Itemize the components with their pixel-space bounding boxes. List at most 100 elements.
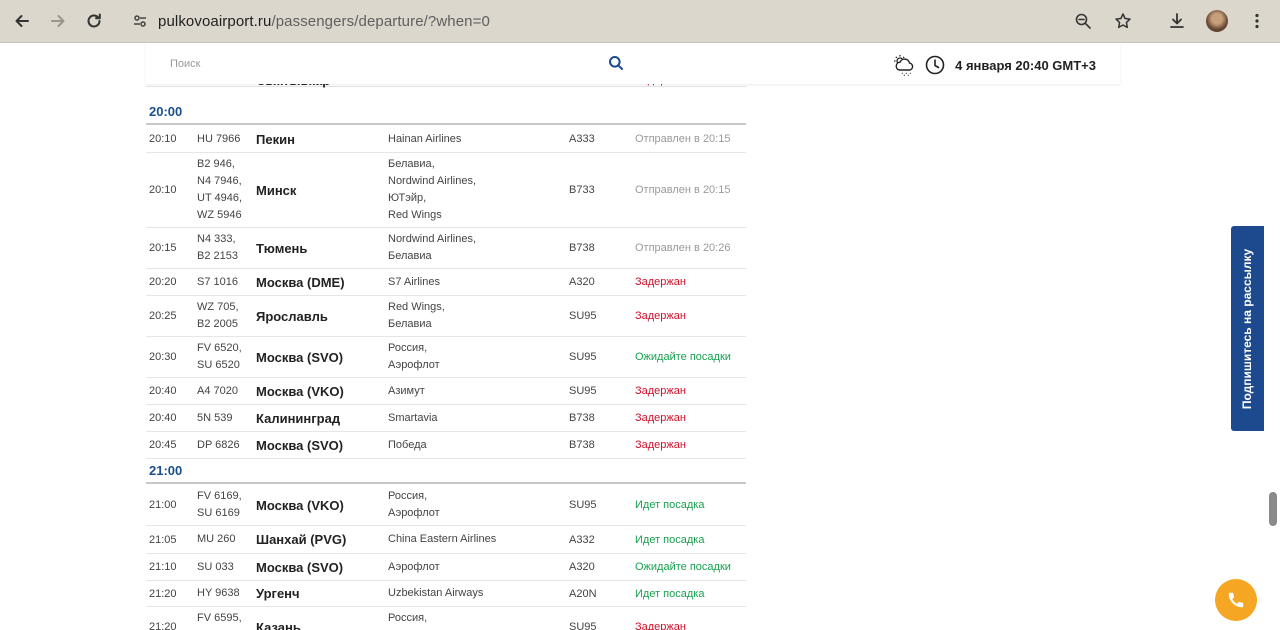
table-row[interactable]: 20:25 WZ 705, B2 2005 Ярославль Red Wings, Бе… — [146, 296, 746, 337]
flight-number: S7 1016 — [197, 275, 238, 288]
airline-list: Hainan Airlines — [388, 131, 461, 148]
flight-status: Задержан — [635, 310, 686, 322]
airline-name: Аэрофлот — [388, 359, 440, 371]
flight-number: MU 260 — [197, 533, 236, 545]
flight-numbers: WZ 705, B2 2005 — [197, 299, 239, 333]
reload-button[interactable] — [76, 3, 112, 39]
bookmark-button[interactable] — [1108, 6, 1138, 36]
download-icon — [1170, 13, 1184, 28]
url-host: pulkovoairport.ru — [158, 12, 272, 30]
flight-number: N4 7946, — [197, 175, 242, 187]
flight-number: FV 6169, — [197, 490, 242, 502]
reload-icon — [87, 13, 101, 28]
airline-name: Белавиа, — [388, 158, 435, 170]
subscribe-tab[interactable]: Подпишитесь на рассылку — [1231, 226, 1264, 431]
table-row[interactable]: 20:40 A4 7020 Москва (VKO) Азимут SU95 Задерж… — [146, 378, 746, 405]
destination-city: Москва (VKO) — [256, 383, 344, 399]
flight-status: Задержан — [635, 439, 686, 451]
table-row[interactable]: 20:40 5N 539 Калининград Smartavia B738 Задер… — [146, 405, 746, 432]
scrollbar-thumb[interactable] — [1269, 492, 1277, 526]
airline-list: China Eastern Airlines — [388, 531, 496, 548]
flight-number: B2 2005 — [197, 318, 238, 330]
flight-number: HU 7966 — [197, 132, 241, 145]
search-input[interactable] — [170, 58, 590, 70]
tune-icon[interactable] — [132, 13, 148, 29]
aircraft-type: SU95 — [569, 385, 597, 397]
flight-numbers: SU 033 — [197, 559, 234, 576]
flight-number: SU 6520 — [197, 359, 240, 371]
departure-time: 20:10 — [149, 184, 177, 196]
flight-status: Задержан — [635, 621, 686, 630]
back-button[interactable] — [4, 3, 40, 39]
hour-header: 21:00 — [146, 458, 746, 484]
flight-number: SU 033 — [197, 560, 234, 573]
table-row[interactable]: 21:05 MU 260 Шанхай (PVG) China Eastern Air… — [146, 526, 746, 554]
aircraft-type: B738 — [569, 412, 595, 424]
kebab-menu-icon — [1255, 13, 1259, 29]
call-button[interactable] — [1215, 579, 1257, 621]
search-button[interactable] — [608, 55, 626, 73]
destination-city: Минск — [256, 182, 297, 198]
table-row[interactable]: 21:20 HY 9638 Ургенч Uzbekistan Airways A20N… — [146, 581, 746, 607]
phone-icon — [1228, 592, 1244, 608]
airline-list: Азимут — [388, 383, 425, 400]
airline-list: Россия,Аэрофлот — [388, 610, 440, 630]
destination-city: Москва (SVO) — [256, 437, 344, 453]
table-row[interactable]: 20:20 S7 1016 Москва (DME) S7 Airlines A320 З… — [146, 269, 746, 296]
zoom-button[interactable] — [1068, 6, 1098, 36]
search-icon — [609, 56, 623, 70]
flight-number: DP 6826 — [197, 438, 240, 451]
aircraft-type: SU95 — [569, 310, 597, 322]
departure-time: 20:25 — [149, 310, 177, 322]
aircraft-type: SU95 — [569, 499, 597, 511]
airline-name: S7 Airlines — [388, 275, 440, 288]
flight-numbers: FV 6169, SU 6169 — [197, 488, 242, 522]
airline-name: Nordwind Airlines, — [388, 175, 477, 187]
table-row[interactable]: 21:10 SU 033 Москва (SVO) Аэрофлот A320 Ожида… — [146, 554, 746, 581]
aircraft-type: SU95 — [569, 621, 597, 630]
star-icon — [1115, 13, 1131, 29]
airline-name: Uzbekistan Airways — [388, 587, 484, 599]
destination-city: Калининград — [256, 410, 341, 426]
airline-name: Россия, — [388, 342, 428, 354]
table-row[interactable]: 20:30 FV 6520, SU 6520 Москва (SVO) Россия, А… — [146, 337, 746, 378]
aircraft-type: A320 — [569, 276, 595, 288]
table-row[interactable]: 20:10 B2 946, N4 7946, UT 4946, WZ 5946 Минск… — [146, 153, 746, 228]
flight-numbers: N4 333, B2 2153 — [197, 231, 238, 265]
aircraft-type: A20N — [569, 587, 597, 600]
airline-name: China Eastern Airlines — [388, 533, 497, 545]
table-row[interactable]: 20:15 N4 333, B2 2153 Тюмень Nordwind Airlin… — [146, 228, 746, 269]
airline-list: Red Wings, Белавиа — [388, 299, 445, 333]
table-row[interactable]: 20:45 DP 6826 Москва (SVO) Победа B738 Задерж… — [146, 432, 746, 459]
download-button[interactable] — [1162, 6, 1192, 36]
departure-time: 20:15 — [149, 242, 177, 254]
flight-numbers: A4 7020 — [197, 383, 238, 400]
destination-city: Ургенч — [256, 586, 300, 601]
airline-name: Red Wings, — [388, 301, 445, 313]
forward-button[interactable] — [40, 3, 76, 39]
airline-list: Uzbekistan Airways — [388, 585, 483, 602]
url-text[interactable]: pulkovoairport.ru/passengers/departure/?… — [158, 13, 490, 30]
flight-status: Задержан — [635, 385, 686, 397]
flight-number: B2 2153 — [197, 250, 238, 262]
aircraft-type: A332 — [569, 533, 595, 546]
current-datetime: 4 января 20:40 GMT+3 — [955, 57, 1096, 73]
table-row[interactable]: 20:10 HU 7966 Пекин Hainan Airlines A333 Отпр… — [146, 126, 746, 153]
scrollbar[interactable] — [1266, 44, 1280, 630]
table-row[interactable]: 21:00 FV 6169, SU 6169 Москва (VKO) Россия, А… — [146, 485, 746, 526]
profile-button[interactable] — [1202, 6, 1232, 36]
flight-numbers: DP 6826 — [197, 437, 240, 454]
flight-number: B2 946, — [197, 158, 235, 170]
aircraft-type: B738 — [569, 439, 595, 451]
table-row[interactable]: 21:20 FV 6595,SU 6595 Казань Россия,Аэрофло… — [146, 607, 746, 630]
browser-menu-button[interactable] — [1242, 6, 1272, 36]
departure-time: 21:20 — [149, 587, 177, 600]
departure-time: 20:40 — [149, 385, 177, 397]
aircraft-type: B733 — [569, 184, 595, 196]
address-bar[interactable]: pulkovoairport.ru/passengers/departure/?… — [132, 5, 1068, 37]
flight-status: Ожидайте посадки — [635, 561, 731, 573]
airline-name: Nordwind Airlines, — [388, 233, 477, 245]
airline-name: Победа — [388, 438, 427, 451]
browser-toolbar: pulkovoairport.ru/passengers/departure/?… — [0, 0, 1280, 43]
arrow-left-icon — [15, 15, 29, 27]
